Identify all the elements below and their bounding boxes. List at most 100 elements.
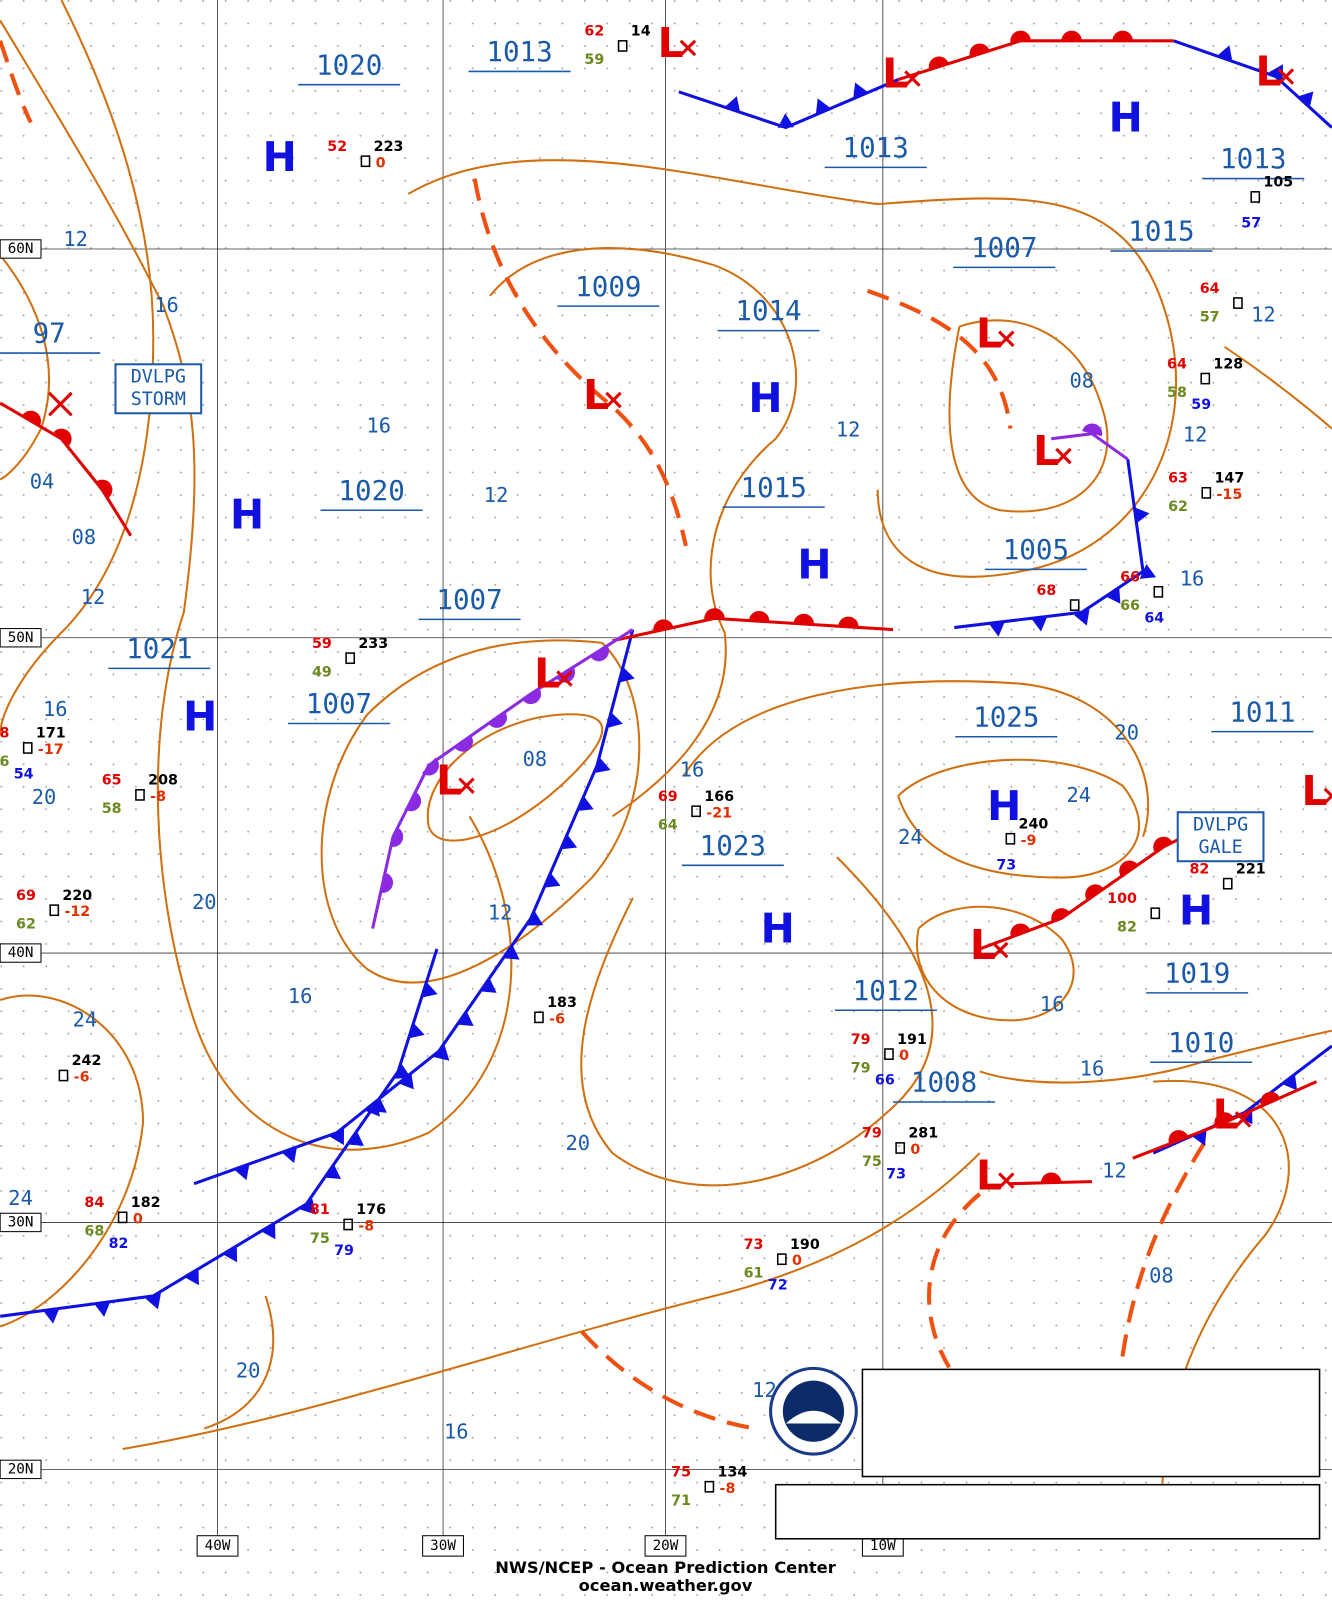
pressure-label: 1013: [843, 132, 909, 164]
station-tendency: -12: [64, 904, 90, 920]
pressure-label: 1011: [1229, 696, 1295, 728]
low-x: [679, 39, 697, 57]
station-dewpoint: 75: [862, 1154, 882, 1170]
station-box: [58, 1069, 69, 1082]
low-center: L: [976, 310, 1002, 358]
station-dewpoint: 75: [310, 1231, 330, 1247]
isobar-label: 08: [72, 525, 97, 549]
high-center: H: [263, 133, 297, 181]
isobar-label: 08: [523, 747, 548, 771]
station-temp: 62: [584, 24, 604, 40]
station-box: [704, 1480, 715, 1493]
warning-box: [1176, 811, 1265, 863]
station-dewpoint: 62: [16, 916, 36, 932]
station-temp: 58: [0, 726, 9, 742]
isobar-label: 12: [484, 483, 509, 507]
station-sst: 54: [14, 766, 34, 782]
station-tendency: 0: [792, 1253, 802, 1269]
station-pressure: 190: [790, 1237, 820, 1253]
station-dewpoint: 61: [744, 1265, 764, 1281]
low-center: L: [1256, 47, 1282, 95]
station-box: [343, 1218, 353, 1231]
warning-text: GALE: [1198, 837, 1242, 858]
station-pressure: 183: [547, 995, 577, 1011]
pressure-label: 1007: [436, 584, 502, 616]
pressure-label: 1025: [973, 701, 1039, 733]
low-center: L: [436, 757, 462, 805]
station-box: [691, 805, 701, 818]
occ-front: [371, 628, 634, 929]
station-box: [1250, 191, 1261, 203]
station-tendency: -6: [549, 1011, 565, 1027]
cold-front: [1173, 39, 1332, 129]
latitude-label: 40N: [8, 945, 34, 961]
station-tendency: -21: [706, 805, 732, 821]
station-pressure: 233: [358, 636, 388, 652]
station-pressure: 191: [897, 1032, 927, 1048]
warm-front: [612, 608, 894, 643]
station-pressure: 221: [1236, 861, 1266, 877]
station-temp: 63: [1168, 471, 1188, 487]
station-box: [1005, 832, 1016, 845]
low-x: [1234, 1111, 1252, 1128]
station-dewpoint: 66: [1120, 598, 1140, 614]
station-temp: 66: [1120, 570, 1140, 586]
low-center: L: [534, 650, 560, 698]
station-box: [1222, 877, 1233, 890]
station-temp: 73: [744, 1237, 764, 1253]
station-tendency: 0: [910, 1142, 920, 1158]
isobar-label: 20: [236, 1358, 261, 1382]
isobar-label: 12: [836, 418, 861, 442]
isobar-label: 16: [1080, 1056, 1105, 1080]
cold-front: [954, 458, 1157, 637]
station-temp: 64: [1167, 356, 1187, 372]
station-temp: 69: [658, 789, 678, 805]
isobar-label: 16: [1180, 567, 1205, 591]
pressure-label: 1020: [316, 49, 382, 81]
station-sst: 59: [1191, 397, 1211, 413]
warm-front: [0, 401, 133, 537]
station-pressure: 220: [62, 888, 92, 904]
troughs: [0, 40, 1206, 1431]
pressure-label: 1007: [306, 688, 372, 720]
low-x: [904, 70, 921, 87]
pressure-label: 1015: [740, 472, 806, 504]
station-tendency: -15: [1217, 487, 1243, 503]
station-pressure: 281: [908, 1126, 938, 1142]
low-center: L: [1213, 1090, 1239, 1138]
fronts: [0, 30, 1332, 1324]
station-pressure: 14: [631, 24, 651, 40]
station-box: [1153, 585, 1164, 598]
cold-front: [678, 78, 899, 130]
lon-box: [644, 1535, 687, 1557]
station-tendency: -17: [38, 742, 64, 758]
isobar-label: 16: [680, 757, 705, 781]
station-box: [895, 1142, 906, 1154]
lon-box: [196, 1535, 239, 1557]
isobar-label: 16: [444, 1420, 469, 1444]
station-box: [1233, 297, 1243, 309]
station-box: [117, 1211, 128, 1224]
high-center: H: [183, 692, 217, 740]
longitude-label: 30W: [430, 1538, 456, 1554]
isobar-label: 12: [1102, 1158, 1127, 1182]
lat-box: [0, 1459, 42, 1480]
low-center: L: [882, 50, 908, 98]
isobar-label: 04: [30, 470, 55, 494]
station-dewpoint: 79: [851, 1060, 871, 1076]
station-pressure: 240: [1019, 816, 1049, 832]
station-dewpoint: 64: [658, 818, 678, 834]
isobar-label: 16: [43, 697, 68, 721]
station-tendency: 0: [133, 1211, 143, 1227]
lon-box: [422, 1535, 464, 1557]
station-sst: 82: [109, 1236, 129, 1252]
latitude-label: 30N: [8, 1214, 34, 1230]
station-box: [884, 1048, 894, 1060]
station-dewpoint: 58: [102, 801, 122, 817]
station-box: [360, 155, 371, 168]
isobar-label: 12: [63, 227, 88, 251]
station-dewpoint: 59: [584, 52, 604, 68]
pressure-label: 97: [33, 318, 66, 350]
isobar-label: 24: [1066, 783, 1091, 807]
isobar-label: 20: [192, 890, 217, 914]
